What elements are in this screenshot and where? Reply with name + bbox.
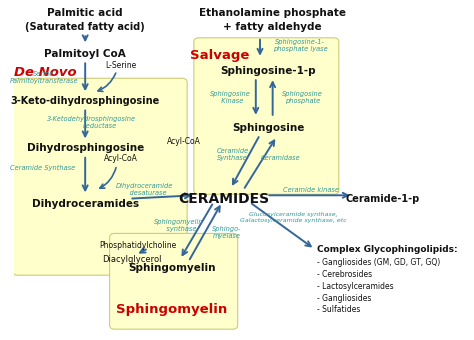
- Text: L-Serine: L-Serine: [105, 61, 137, 70]
- Text: Diacylglycerol: Diacylglycerol: [102, 255, 161, 264]
- Text: CERAMIDES: CERAMIDES: [179, 192, 270, 206]
- Text: Sphingosine-1-
phosphate lyase: Sphingosine-1- phosphate lyase: [273, 39, 328, 52]
- Text: Palmitic acid: Palmitic acid: [47, 8, 123, 18]
- Text: - Sulfatides: - Sulfatides: [317, 305, 360, 314]
- Text: Sphingosine
phosphate: Sphingosine phosphate: [282, 91, 323, 104]
- Text: Dihydroceramide
    desaturase: Dihydroceramide desaturase: [116, 183, 173, 196]
- Text: 3-Ketodehydrosphingosine
        reductase: 3-Ketodehydrosphingosine reductase: [47, 116, 136, 129]
- Text: (Saturated fatty acid): (Saturated fatty acid): [25, 22, 145, 32]
- Text: Sphingosine-1-p: Sphingosine-1-p: [220, 66, 316, 75]
- Text: Acyl-CoA: Acyl-CoA: [167, 137, 201, 146]
- Text: Acyl-CoA: Acyl-CoA: [104, 154, 138, 163]
- Text: Ceramidase: Ceramidase: [261, 155, 301, 161]
- Text: Phosphatidylcholine: Phosphatidylcholine: [99, 241, 176, 250]
- Text: Complex Glycophingolipids:: Complex Glycophingolipids:: [317, 245, 457, 254]
- Text: Sphingo-
myelase: Sphingo- myelase: [211, 226, 241, 239]
- Text: - Lactosylceramides: - Lactosylceramides: [317, 282, 393, 291]
- Text: 3-Keto-dihydrosphingosine: 3-Keto-dihydrosphingosine: [10, 96, 160, 106]
- Text: Dihydroceramides: Dihydroceramides: [32, 199, 139, 209]
- Text: Salvage: Salvage: [190, 49, 250, 62]
- Text: - Cerebrosides: - Cerebrosides: [317, 270, 372, 279]
- Text: Serine
Palmitoyltransferase: Serine Palmitoyltransferase: [9, 71, 78, 84]
- Text: Ceramide-1-p: Ceramide-1-p: [345, 194, 419, 204]
- Text: De Novo: De Novo: [14, 66, 76, 79]
- Text: Sphingomyelin
   synthase: Sphingomyelin synthase: [154, 219, 203, 232]
- Text: Ceramide kinase: Ceramide kinase: [283, 187, 338, 193]
- Text: Sphingosine: Sphingosine: [232, 123, 305, 133]
- FancyBboxPatch shape: [13, 78, 187, 275]
- Text: Ceramide Synthase: Ceramide Synthase: [9, 165, 75, 171]
- Text: Sphingomyelin: Sphingomyelin: [116, 303, 227, 317]
- Text: + fatty aldehyde: + fatty aldehyde: [223, 22, 322, 32]
- FancyBboxPatch shape: [109, 233, 237, 329]
- Text: Ethanolamine phosphate: Ethanolamine phosphate: [199, 8, 346, 18]
- Text: Sphingosine
  Kinase: Sphingosine Kinase: [210, 91, 251, 104]
- Text: - Gangliosides: - Gangliosides: [317, 294, 371, 303]
- Text: Glucosylceramide synthase,
Galactosylceramide synthase, etc: Glucosylceramide synthase, Galactosylcer…: [240, 212, 347, 223]
- Text: Sphingomyelin: Sphingomyelin: [128, 263, 215, 273]
- Text: Ceramide
Synthase: Ceramide Synthase: [217, 148, 249, 162]
- Text: - Gangliosides (GM, GD, GT, GQ): - Gangliosides (GM, GD, GT, GQ): [317, 258, 440, 267]
- Text: Dihydrosphingosine: Dihydrosphingosine: [27, 143, 144, 153]
- FancyBboxPatch shape: [194, 38, 339, 194]
- Text: Palmitoyl CoA: Palmitoyl CoA: [44, 49, 126, 59]
